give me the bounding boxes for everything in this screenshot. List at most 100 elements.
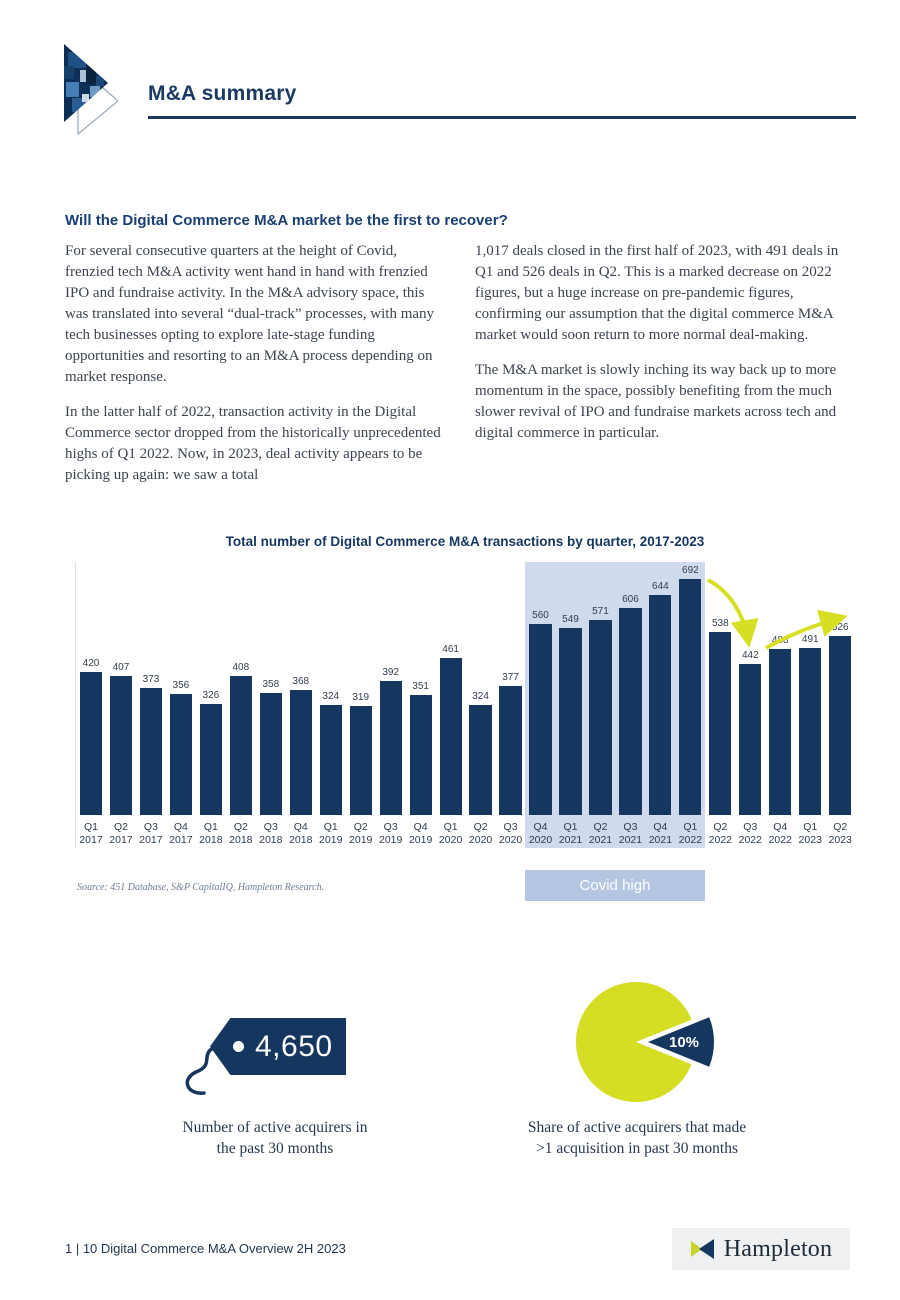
chart-plot-area: 420 Q1 2017 407 Q2 2017 373 Q3 2017 356 Q4 2017 326 Q… bbox=[75, 562, 855, 848]
x-axis-tick-label: Q3 2021 bbox=[618, 821, 643, 847]
x-axis-tick-label: Q4 2020 bbox=[528, 821, 553, 847]
x-axis-tick-label: Q1 2020 bbox=[438, 821, 463, 847]
bar-column: 351 Q4 2019 bbox=[406, 562, 436, 848]
covid-label-box: Covid high bbox=[525, 870, 705, 901]
bar-value-label: 358 bbox=[262, 678, 280, 690]
bar bbox=[499, 686, 522, 815]
hampleton-triangle-logo-icon bbox=[62, 44, 119, 141]
bar-value-label: 392 bbox=[382, 667, 400, 679]
pie-caption: Share of active acquirers that made >1 a… bbox=[472, 1117, 802, 1160]
bar-column: 538 Q2 2022 bbox=[705, 562, 735, 848]
bar-value-label: 560 bbox=[532, 610, 549, 622]
bar-column: 368 Q4 2018 bbox=[286, 562, 316, 848]
bar bbox=[409, 695, 432, 815]
x-axis-tick-label: Q4 2021 bbox=[648, 821, 673, 847]
x-axis-tick-label: Q2 2018 bbox=[229, 821, 253, 847]
bar bbox=[199, 703, 222, 815]
bar bbox=[469, 704, 492, 815]
bar-column: 319 Q2 2019 bbox=[346, 562, 376, 848]
bar bbox=[739, 664, 762, 815]
bar-column: 461 Q1 2020 bbox=[436, 562, 466, 848]
bar bbox=[829, 635, 852, 815]
x-axis-tick-label: Q3 2019 bbox=[378, 821, 403, 847]
paragraph: In the latter half of 2022, transaction … bbox=[65, 404, 441, 483]
bar-value-label: 368 bbox=[292, 675, 310, 687]
price-tag-icon: 4,650 bbox=[210, 1018, 346, 1075]
pie-main-slice bbox=[575, 982, 692, 1102]
bar bbox=[379, 681, 402, 815]
bar bbox=[769, 648, 792, 815]
bar-value-label: 461 bbox=[442, 643, 459, 655]
bar-value-label: 324 bbox=[322, 690, 340, 702]
article-section: Will the Digital Commerce M&A market be … bbox=[65, 212, 857, 500]
bar-column: 549 Q1 2021 bbox=[556, 562, 586, 848]
bar-column: 488 Q4 2022 bbox=[765, 562, 795, 848]
bar bbox=[229, 675, 252, 815]
bar-column: 442 Q3 2022 bbox=[735, 562, 765, 848]
bar-column: 526 Q2 2023 bbox=[825, 562, 855, 848]
x-axis-tick-label: Q4 2019 bbox=[408, 821, 433, 847]
bar-column: 560 Q4 2020 bbox=[526, 562, 556, 848]
pie-percentage-label: 10% bbox=[669, 1034, 699, 1051]
tag-hole-dot bbox=[233, 1041, 244, 1052]
pie-exploded-slice bbox=[648, 1017, 714, 1067]
bar-column: 377 Q3 2020 bbox=[496, 562, 526, 848]
bar-column: 644 Q4 2021 bbox=[645, 562, 675, 848]
x-axis-tick-label: Q2 2021 bbox=[588, 821, 613, 847]
bar bbox=[709, 631, 732, 815]
bar-column: 373 Q3 2017 bbox=[136, 562, 166, 848]
bar-value-label: 319 bbox=[352, 692, 370, 704]
bar-value-label: 326 bbox=[202, 689, 220, 701]
x-axis-tick-label: Q1 2021 bbox=[558, 821, 583, 847]
pie-chart: 10% bbox=[572, 978, 724, 1113]
bar bbox=[559, 627, 582, 815]
paragraph: 1,017 deals closed in the first half of … bbox=[475, 243, 839, 343]
paragraph: For several consecutive quarters at the … bbox=[65, 243, 435, 385]
bar bbox=[289, 689, 312, 815]
bar-value-label: 549 bbox=[562, 613, 579, 625]
x-axis-tick-label: Q1 2017 bbox=[79, 821, 103, 847]
bar-value-label: 606 bbox=[622, 594, 639, 606]
x-axis-tick-label: Q3 2017 bbox=[139, 821, 163, 847]
pie-caption-line1: Share of active acquirers that made bbox=[527, 1119, 747, 1136]
bar bbox=[679, 579, 702, 815]
bar-column: 356 Q4 2017 bbox=[166, 562, 196, 848]
x-axis-tick-label: Q4 2018 bbox=[289, 821, 313, 847]
bar-value-label: 491 bbox=[801, 633, 819, 645]
bar bbox=[349, 706, 372, 815]
covid-band bbox=[525, 562, 706, 848]
x-axis-tick-label: Q2 2020 bbox=[468, 821, 493, 847]
x-axis-tick-label: Q1 2018 bbox=[199, 821, 223, 847]
bar-column: 408 Q2 2018 bbox=[226, 562, 256, 848]
bar-value-label: 420 bbox=[82, 657, 100, 669]
pie-caption-line2: >1 acquisition in past 30 months bbox=[535, 1140, 739, 1158]
bar bbox=[619, 608, 642, 815]
bar-value-label: 351 bbox=[412, 681, 429, 693]
bar-value-label: 692 bbox=[682, 565, 699, 576]
bar-column: 326 Q1 2018 bbox=[196, 562, 226, 848]
bar bbox=[169, 693, 192, 815]
bar-value-label: 407 bbox=[112, 662, 130, 674]
tag-caption-line2: the past 30 months bbox=[216, 1140, 334, 1158]
bar bbox=[139, 687, 162, 815]
bar-value-label: 442 bbox=[741, 650, 759, 662]
bar bbox=[259, 692, 282, 815]
x-axis-tick-label: Q1 2022 bbox=[678, 821, 703, 847]
bar-value-label: 356 bbox=[172, 679, 190, 691]
chart-footer: Source: 451 Database, S&P CapitalIQ, Ham… bbox=[75, 868, 855, 914]
bar-column: 606 Q3 2021 bbox=[615, 562, 645, 848]
brand-wordmark: Hampleton bbox=[723, 1235, 833, 1262]
x-axis-tick-label: Q2 2023 bbox=[828, 821, 852, 847]
chart-source: Source: 451 Database, S&P CapitalIQ, Ham… bbox=[77, 882, 325, 893]
hampleton-logo-icon bbox=[690, 1239, 714, 1259]
bar bbox=[79, 671, 103, 815]
x-axis-tick-label: Q4 2022 bbox=[768, 821, 792, 847]
x-axis-tick-label: Q3 2018 bbox=[259, 821, 283, 847]
bar bbox=[649, 595, 672, 815]
bar-value-label: 377 bbox=[502, 672, 519, 684]
x-axis-tick-label: Q3 2020 bbox=[498, 821, 523, 847]
bar-column: 324 Q2 2020 bbox=[466, 562, 496, 848]
bar bbox=[319, 704, 342, 815]
bar-value-label: 324 bbox=[472, 690, 489, 702]
bar-chart: Total number of Digital Commerce M&A tra… bbox=[75, 534, 855, 914]
